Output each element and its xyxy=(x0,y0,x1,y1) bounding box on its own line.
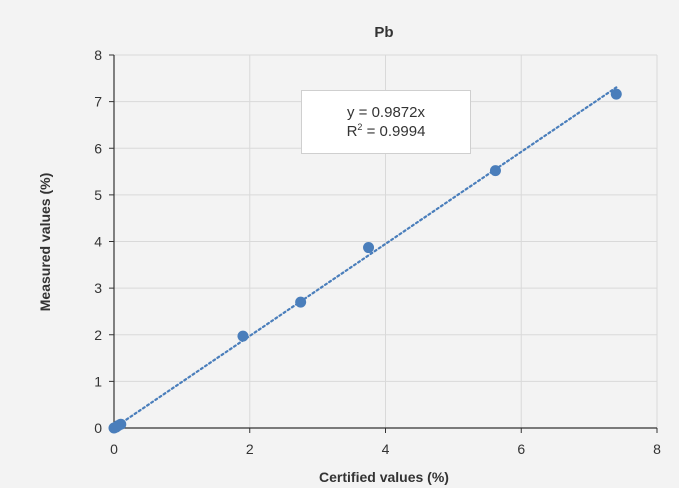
y-tick-label: 0 xyxy=(94,420,102,436)
x-tick-label: 2 xyxy=(246,441,254,457)
data-point xyxy=(295,296,307,308)
y-tick-label: 3 xyxy=(94,280,102,296)
r-squared-value: = 0.9994 xyxy=(362,123,426,140)
equation-line: y = 0.9872x xyxy=(347,104,425,121)
tick-labels: 0 1 2 3 4 5 6 7 8 0 2 4 6 8 xyxy=(94,47,661,457)
x-tick-label: 8 xyxy=(653,441,661,457)
regression-equation-box: y = 0.9872x R2 = 0.9994 xyxy=(301,90,471,154)
data-points xyxy=(108,88,622,434)
data-point xyxy=(489,165,501,177)
x-tick-label: 6 xyxy=(517,441,525,457)
x-tick-label: 4 xyxy=(382,441,390,457)
data-point xyxy=(610,88,622,100)
y-tick-label: 2 xyxy=(94,327,102,343)
trendline-path xyxy=(112,86,618,430)
y-tick-label: 1 xyxy=(94,373,102,389)
y-tick-label: 4 xyxy=(94,234,102,250)
data-point xyxy=(363,242,375,254)
data-point xyxy=(115,418,127,430)
trendline xyxy=(112,86,618,430)
r-squared-prefix: R xyxy=(346,123,358,140)
y-tick-label: 7 xyxy=(94,94,102,110)
r-squared-line: R2 = 0.9994 xyxy=(302,122,470,141)
x-axis-title: Certified values (%) xyxy=(319,469,449,485)
r-squared-exponent: 2 xyxy=(357,122,363,132)
x-tick-label: 0 xyxy=(110,441,118,457)
chart-title: Pb xyxy=(374,24,393,41)
y-tick-label: 5 xyxy=(94,187,102,203)
y-tick-label: 6 xyxy=(94,140,102,156)
data-point xyxy=(237,330,249,342)
y-tick-label: 8 xyxy=(94,47,102,63)
y-axis-title: Measured values (%) xyxy=(37,173,53,312)
grid-lines xyxy=(114,54,658,428)
